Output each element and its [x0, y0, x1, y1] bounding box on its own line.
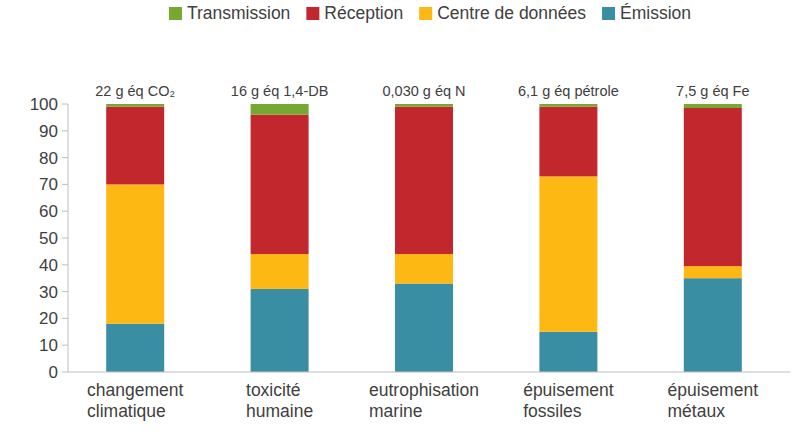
- bar-segment: [106, 107, 164, 185]
- legend-swatch: [419, 7, 432, 20]
- y-tick: [62, 291, 68, 292]
- bar-segment: [395, 284, 453, 372]
- x-tick-label: toxicitéhumaine: [246, 380, 313, 421]
- bar-segment: [539, 107, 597, 177]
- y-tick-label: 10: [39, 336, 58, 355]
- bar-segment: [684, 108, 742, 266]
- annotation: 22 g éq CO₂: [95, 83, 175, 99]
- y-tick-label: 70: [39, 175, 58, 194]
- legend: Transmission Réception Centre de données Ém…: [169, 3, 691, 23]
- bar-segment: [684, 104, 742, 108]
- y-tick-label: 40: [39, 256, 58, 275]
- bar-segment: [395, 107, 453, 254]
- y-tick-label: 20: [39, 309, 58, 328]
- bar-segment: [251, 289, 309, 372]
- x-tick-label: eutrophisationmarine: [369, 380, 479, 421]
- x-tick-label-line: humaine: [246, 401, 313, 421]
- bar-segment: [251, 104, 309, 115]
- x-tick-label-line: changement: [87, 380, 183, 400]
- x-tick-label: changementclimatique: [87, 380, 183, 421]
- y-tick-label: 100: [30, 95, 58, 114]
- bar-segment: [251, 254, 309, 289]
- y-tick-label: 80: [39, 149, 58, 168]
- y-tick-label: 0: [49, 363, 58, 382]
- bar-segment: [539, 176, 597, 331]
- y-tick-label: 30: [39, 283, 58, 302]
- x-tick-label-line: métaux: [668, 401, 726, 421]
- annotation: 7,5 g éq Fe: [676, 83, 749, 99]
- y-tick-label: 50: [39, 229, 58, 248]
- legend-label: Réception: [324, 3, 403, 23]
- y-axis: 0 10 20 30 40 50 60 70 80 90 100: [30, 95, 68, 382]
- y-tick: [62, 345, 68, 346]
- x-tick-label-line: toxicité: [246, 380, 300, 400]
- annotation: 16 g éq 1,4-DB: [231, 83, 329, 99]
- x-tick-label-line: eutrophisation: [369, 380, 479, 400]
- bars: [106, 104, 742, 372]
- y-tick: [62, 104, 68, 105]
- bar-segment: [395, 254, 453, 283]
- y-tick: [62, 130, 68, 131]
- bar-segment: [539, 104, 597, 107]
- legend-swatch: [602, 7, 615, 20]
- y-tick: [62, 157, 68, 158]
- bar-segment: [106, 184, 164, 323]
- annotation: 6,1 g éq pétrole: [518, 83, 619, 99]
- x-tick-label-line: climatique: [87, 401, 166, 421]
- y-tick-label: 60: [39, 202, 58, 221]
- annotation: 0,030 g éq N: [382, 83, 465, 99]
- x-tick-label: épuisementmétaux: [668, 380, 759, 421]
- x-axis-line: [68, 372, 790, 373]
- bar-segment: [539, 332, 597, 372]
- bar-segment: [106, 104, 164, 107]
- y-tick-label: 90: [39, 122, 58, 141]
- y-tick: [62, 264, 68, 265]
- y-axis-line: [68, 104, 69, 372]
- y-tick: [62, 318, 68, 319]
- bar-segment: [395, 104, 453, 107]
- legend-swatch: [306, 7, 319, 20]
- y-tick: [62, 238, 68, 239]
- bar-segment: [106, 324, 164, 372]
- y-tick: [62, 211, 68, 212]
- bar-segment: [251, 115, 309, 254]
- legend-swatch: [169, 7, 182, 20]
- x-tick-label: épuisementfossiles: [523, 380, 614, 421]
- x-tick-label-line: épuisement: [523, 380, 614, 400]
- bar-segment: [684, 278, 742, 372]
- legend-label: Centre de données: [437, 3, 586, 23]
- bar-segment: [684, 266, 742, 278]
- chart: 0 10 20 30 40 50 60 70 80 90 100 22 g éq CO₂ 16 g éq…: [0, 0, 800, 435]
- x-tick-label-line: épuisement: [668, 380, 759, 400]
- legend-label: Émission: [620, 3, 691, 23]
- x-tick-label-line: fossiles: [523, 401, 582, 421]
- y-tick: [62, 372, 68, 373]
- y-tick: [62, 184, 68, 185]
- x-tick-label-line: marine: [369, 401, 423, 421]
- legend-label: Transmission: [187, 3, 290, 23]
